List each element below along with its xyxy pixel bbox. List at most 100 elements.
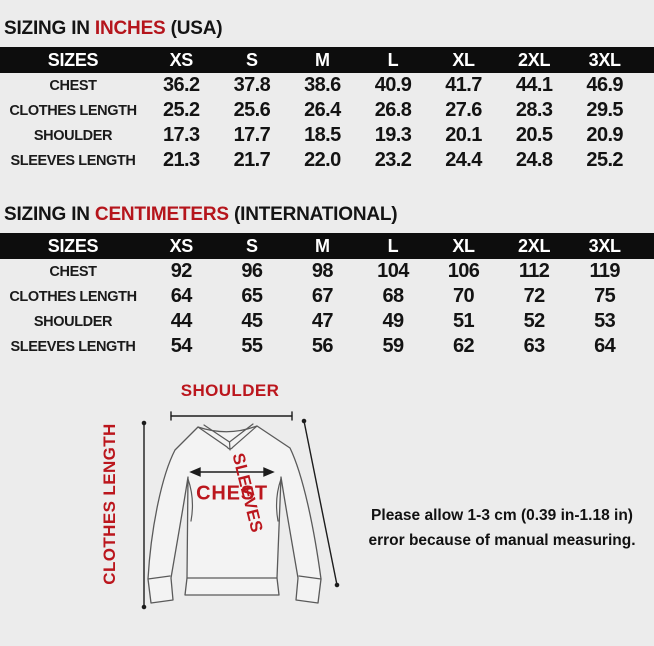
note-line-2: error because of manual measuring. [368,532,636,549]
size-column-header: S [245,235,258,256]
measurement-value: 18.5 [304,124,341,146]
size-column-header: 2XL [518,49,551,70]
measurement-value: 26.8 [374,99,412,121]
measurement-value: 26.4 [304,99,341,121]
measurement-value: 46.9 [586,74,623,96]
measurement-value: 44 [170,310,193,332]
left-armpit-crease [187,478,194,522]
measurement-row: SLEEVES LENGTH 21.3 21.7 22.0 23.2 24.4 24.8 25… [0,148,640,173]
measurement-row: SHOULDER 44 45 47 49 51 52 53 [0,309,640,334]
chest-arrowhead-left [189,467,201,477]
sleeves-end-top [301,418,307,424]
measurement-value: 20.5 [515,124,553,146]
measurement-value: 62 [453,335,475,357]
measurement-value: 98 [311,260,334,282]
measurement-value: 25.6 [233,99,271,121]
measurement-value: 53 [594,310,616,332]
measurement-value: 47 [311,310,334,332]
chest-arrowhead-right [263,467,275,477]
left-cuff-band-line [147,575,171,580]
measurement-value: 21.7 [233,149,271,171]
measurement-value: 112 [518,260,550,282]
note-line-1: Please allow 1-3 cm (0.39 in-1.18 in) [371,507,633,524]
cm-size-table: SIZES XS S M L XL 2XL 3XL CHEST 92 96 98 104 106 112 1… [0,233,640,359]
sleeves-end-bottom [334,582,340,588]
size-column-header: XL [452,49,475,70]
size-column-header: XS [169,235,194,256]
chest-diagram-label: CHEST [196,482,268,505]
measurement-value: 65 [241,285,263,307]
measurement-value: 17.3 [163,124,200,146]
size-column-header: M [315,49,330,70]
measurement-row-label: SLEEVES LENGTH [10,152,136,169]
inches-table-header-bar [0,47,654,73]
measurement-row-label: SLEEVES LENGTH [10,338,136,355]
measurement-value: 25.2 [163,99,200,121]
measurement-value: 55 [241,335,263,357]
right-armpit-crease [275,478,282,522]
measurement-value: 68 [382,285,404,307]
measurement-value: 22.0 [304,149,341,171]
measurement-value: 21.3 [163,149,200,171]
measurement-row: CLOTHES LENGTH 25.2 25.6 26.4 26.8 27.6 28.3 29… [0,98,640,123]
measurement-value: 72 [523,285,546,307]
measurement-value: 56 [311,335,334,357]
cm-section-title: SIZING IN CENTIMETERS (INTERNATIONAL) [4,204,398,226]
clothes-length-end-top [141,420,147,426]
measurement-value: 63 [523,335,546,357]
measurement-value: 45 [241,310,263,332]
title-prefix: SIZING IN [4,18,90,39]
measurement-value: 20.1 [445,124,482,146]
title-prefix: SIZING IN [4,204,90,225]
size-column-header: XL [452,235,475,256]
measurement-value: 106 [447,260,480,282]
measurement-row-label: SHOULDER [33,313,113,330]
measurement-row-label: CHEST [49,77,97,94]
measurement-value: 20.9 [586,124,623,146]
collar-mitre-line [228,441,231,451]
title-region: (INTERNATIONAL) [234,204,398,225]
measurement-row-label: CHEST [49,263,97,280]
measurement-value: 70 [453,285,475,307]
measurement-row: CHEST 36.2 37.8 38.6 40.9 41.7 44.1 46.9 [0,73,640,98]
measurement-value: 24.8 [515,149,553,171]
measurement-row-label: SHOULDER [33,127,113,144]
measurement-value: 25.2 [586,149,623,171]
measurement-value: 36.2 [163,74,200,96]
measurement-value: 49 [382,310,404,332]
size-column-header: M [315,235,330,256]
size-column-header: 3XL [588,49,621,70]
measurement-value: 59 [382,335,404,357]
clothes-length-end-bottom [141,604,147,610]
measurement-row: SLEEVES LENGTH 54 55 56 59 62 63 64 [0,334,640,359]
measurement-value: 119 [589,260,620,282]
shoulder-diagram-label: SHOULDER [180,381,280,400]
sizes-column-header: SIZES [47,49,99,70]
title-unit-highlight: CENTIMETERS [94,204,229,225]
cm-table-header-bar [0,233,654,259]
measurement-value: 104 [377,260,409,282]
sleeves-measure-line [303,420,338,586]
clothes-length-diagram-label: CLOTHES LENGTH [100,423,119,585]
measurement-value: 54 [170,335,193,357]
measurement-value: 23.2 [374,149,412,171]
measurement-value: 28.3 [515,99,553,121]
size-column-header: 2XL [518,235,551,256]
measurement-value: 67 [311,285,334,307]
measurement-row: CLOTHES LENGTH 64 65 67 68 70 72 75 [0,284,640,309]
measurement-value: 27.6 [445,99,482,121]
measurement-row: CHEST 92 96 98 104 106 112 119 [0,259,640,284]
measurement-value: 41.7 [445,74,482,96]
sweater-measurement-diagram [141,411,340,610]
measurement-value: 44.1 [515,74,553,96]
measurement-value: 37.8 [233,74,271,96]
measurement-value: 64 [594,335,616,357]
measurement-value: 24.4 [445,149,482,171]
size-column-header: L [387,49,399,70]
right-cuff-band-line [298,575,322,580]
measurement-row-label: CLOTHES LENGTH [9,288,137,305]
measurement-value: 51 [453,310,475,332]
size-column-header: S [245,49,258,70]
measurement-value: 64 [170,285,193,307]
